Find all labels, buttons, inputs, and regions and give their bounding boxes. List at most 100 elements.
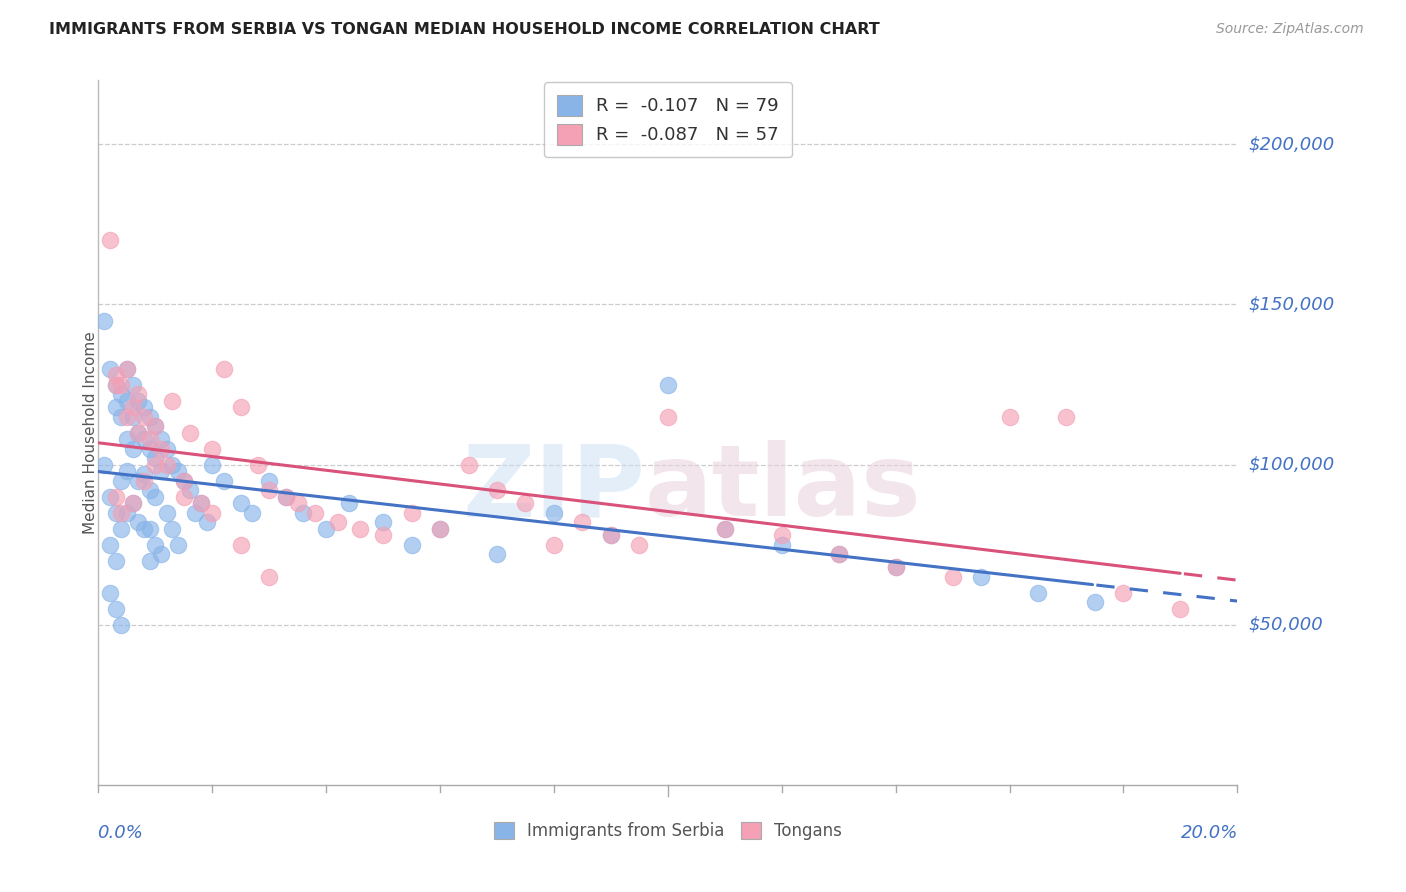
Point	[150, 547, 173, 561]
Point	[259, 483, 281, 498]
Point	[229, 400, 252, 414]
Point	[138, 483, 160, 498]
Point	[167, 464, 190, 478]
Point	[110, 474, 132, 488]
Point	[132, 467, 155, 482]
Point	[884, 560, 907, 574]
Point	[104, 400, 127, 414]
Point	[115, 393, 138, 408]
Point	[93, 313, 115, 327]
Point	[104, 490, 127, 504]
Point	[201, 458, 224, 472]
Point	[229, 538, 252, 552]
Point	[138, 554, 160, 568]
Point	[145, 538, 167, 552]
Point	[156, 442, 179, 456]
Point	[93, 458, 115, 472]
Point	[127, 474, 149, 488]
Point	[110, 387, 132, 401]
Point	[429, 522, 451, 536]
Point	[304, 506, 326, 520]
Point	[104, 601, 127, 615]
Point	[115, 361, 138, 376]
Point	[138, 522, 160, 536]
Point	[104, 377, 127, 392]
Point	[98, 490, 121, 504]
Point	[287, 496, 309, 510]
Point	[828, 547, 851, 561]
Point	[115, 409, 138, 424]
Point	[600, 528, 623, 542]
Text: $50,000: $50,000	[1249, 615, 1323, 634]
Point	[998, 409, 1021, 424]
Point	[98, 361, 121, 376]
Point	[828, 547, 851, 561]
Point	[110, 506, 132, 520]
Point	[121, 496, 143, 510]
Point	[292, 506, 315, 520]
Point	[98, 586, 121, 600]
Point	[276, 490, 298, 504]
Point	[110, 377, 132, 392]
Point	[115, 432, 138, 446]
Text: Source: ZipAtlas.com: Source: ZipAtlas.com	[1216, 22, 1364, 37]
Point	[115, 361, 138, 376]
Point	[1170, 601, 1192, 615]
Point	[1112, 586, 1135, 600]
Point	[429, 522, 451, 536]
Point	[150, 432, 173, 446]
Point	[315, 522, 337, 536]
Point	[543, 538, 565, 552]
Point	[104, 368, 127, 382]
Point	[127, 393, 149, 408]
Point	[110, 522, 132, 536]
Point	[156, 458, 179, 472]
Point	[98, 234, 121, 248]
Point	[201, 442, 224, 456]
Point	[259, 474, 281, 488]
Point	[162, 522, 184, 536]
Point	[1056, 409, 1078, 424]
Point	[110, 409, 132, 424]
Point	[138, 432, 160, 446]
Text: atlas: atlas	[645, 441, 922, 538]
Point	[770, 538, 793, 552]
Point	[246, 458, 269, 472]
Point	[401, 506, 423, 520]
Point	[138, 409, 160, 424]
Text: ZIP: ZIP	[463, 441, 645, 538]
Point	[104, 377, 127, 392]
Point	[179, 425, 201, 440]
Point	[173, 474, 195, 488]
Point	[127, 425, 149, 440]
Point	[162, 458, 184, 472]
Point	[173, 474, 195, 488]
Point	[373, 516, 395, 530]
Point	[190, 496, 212, 510]
Point	[195, 516, 218, 530]
Text: $200,000: $200,000	[1249, 136, 1334, 153]
Point	[970, 570, 993, 584]
Text: 0.0%: 0.0%	[97, 823, 143, 842]
Point	[457, 458, 479, 472]
Point	[145, 419, 167, 434]
Text: IMMIGRANTS FROM SERBIA VS TONGAN MEDIAN HOUSEHOLD INCOME CORRELATION CHART: IMMIGRANTS FROM SERBIA VS TONGAN MEDIAN …	[49, 22, 880, 37]
Point	[543, 506, 565, 520]
Point	[104, 506, 127, 520]
Point	[132, 474, 155, 488]
Point	[104, 554, 127, 568]
Point	[145, 419, 167, 434]
Point	[98, 538, 121, 552]
Point	[127, 425, 149, 440]
Point	[162, 393, 184, 408]
Point	[167, 538, 190, 552]
Point	[714, 522, 737, 536]
Point	[657, 377, 679, 392]
Point	[571, 516, 593, 530]
Point	[132, 409, 155, 424]
Point	[190, 496, 212, 510]
Point	[173, 490, 195, 504]
Point	[150, 442, 173, 456]
Point	[184, 506, 207, 520]
Point	[138, 442, 160, 456]
